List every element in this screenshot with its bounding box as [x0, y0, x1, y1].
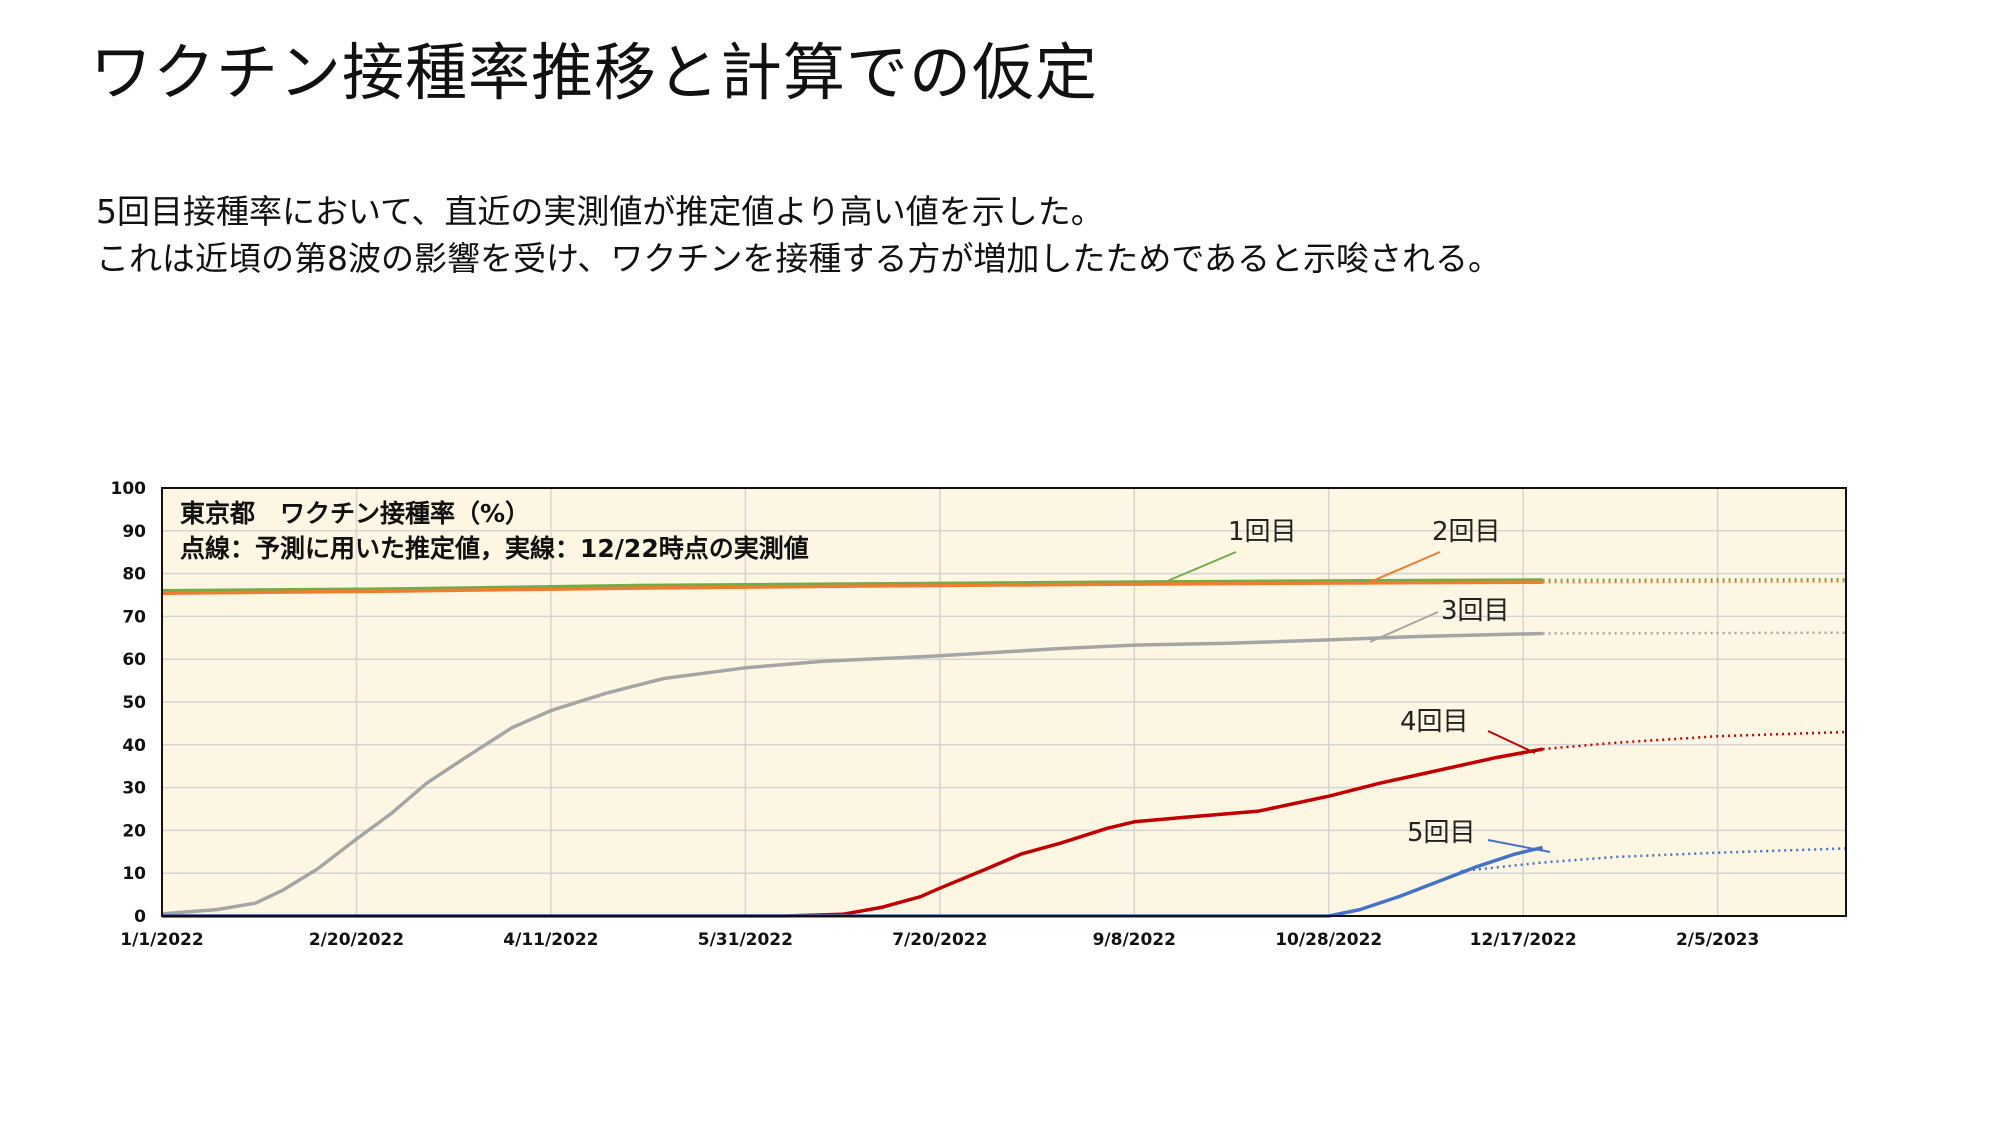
y-tick-label: 90 — [122, 522, 146, 542]
y-tick-label: 10 — [122, 864, 146, 884]
x-tick-label: 7/20/2022 — [892, 930, 987, 950]
series-4-actual-line — [162, 747, 1543, 918]
series-2-estimate-line — [1542, 580, 1847, 584]
series-label-3: 3回目 — [1441, 596, 1510, 626]
chart-subtitle: 点線：予測に用いた推定値，実線：12/22時点の実測値 — [180, 534, 809, 563]
series-label-5: 5回目 — [1407, 818, 1476, 848]
series-label-4: 4回目 — [1400, 707, 1469, 737]
series-1-actual-line — [161, 578, 1543, 593]
y-tick-label: 70 — [122, 607, 146, 627]
series-label-1: 1回目 — [1228, 517, 1297, 547]
series-lines — [161, 577, 1847, 918]
chart-title: 東京都 ワクチン接種率（%） — [180, 499, 530, 528]
series-1-estimate-line — [1542, 577, 1847, 582]
slide-body: 5回目接種率において、直近の実測値が推定値より高い値を示した。 これは近頃の第8… — [96, 188, 1501, 282]
y-tick-label: 0 — [134, 907, 146, 927]
y-tick-label: 60 — [122, 650, 146, 670]
series-5-actual-line — [162, 845, 1544, 918]
series-1-label-leader — [1164, 551, 1237, 583]
body-line-1: 5回目接種率において、直近の実測値が推定値より高い値を示した。 — [96, 192, 1104, 231]
y-tick-label: 20 — [122, 821, 146, 841]
axis-ticks: 0 10 20 30 40 50 60 70 80 90 100 1/1/2022 2/20/2022 4… — [111, 479, 1760, 950]
x-tick-label: 1/1/2022 — [120, 930, 203, 950]
x-tick-label: 10/28/2022 — [1275, 930, 1382, 950]
body-line-2: これは近頃の第8波の影響を受け、ワクチンを接種する方が増加したためであると示唆さ… — [96, 239, 1502, 278]
x-tick-label: 2/5/2023 — [1676, 930, 1759, 950]
y-tick-label: 100 — [111, 479, 147, 499]
x-tick-label: 2/20/2022 — [309, 930, 404, 950]
series-5-label-leader — [1487, 839, 1551, 853]
slide-title: ワクチン接種率推移と計算での仮定 — [90, 36, 1099, 109]
x-tick-label: 9/8/2022 — [1093, 930, 1176, 950]
series-3-actual-line — [161, 631, 1543, 916]
series-2-actual-line — [161, 580, 1543, 596]
series-3-label-leader — [1369, 611, 1439, 643]
y-tick-label: 30 — [122, 779, 146, 799]
y-tick-label: 50 — [122, 693, 146, 713]
x-tick-label: 12/17/2022 — [1470, 930, 1577, 950]
plot-border — [161, 487, 1847, 917]
x-tick-label: 4/11/2022 — [503, 930, 598, 950]
series-4-estimate-line — [1542, 730, 1847, 751]
x-tick-label: 5/31/2022 — [698, 930, 793, 950]
y-tick-label: 40 — [122, 736, 146, 756]
series-4-label-leader — [1487, 730, 1536, 754]
series-3-estimate-line — [1542, 631, 1847, 635]
series-label-2: 2回目 — [1432, 517, 1501, 547]
series-5-estimate-line — [1460, 847, 1847, 873]
label-leaders — [1164, 551, 1551, 853]
series-2-label-leader — [1369, 551, 1441, 583]
y-tick-label: 80 — [122, 565, 146, 585]
